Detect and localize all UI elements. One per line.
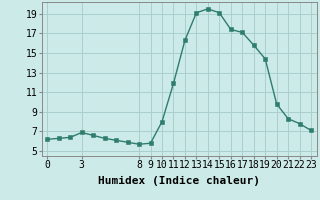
X-axis label: Humidex (Indice chaleur): Humidex (Indice chaleur) [98,176,260,186]
